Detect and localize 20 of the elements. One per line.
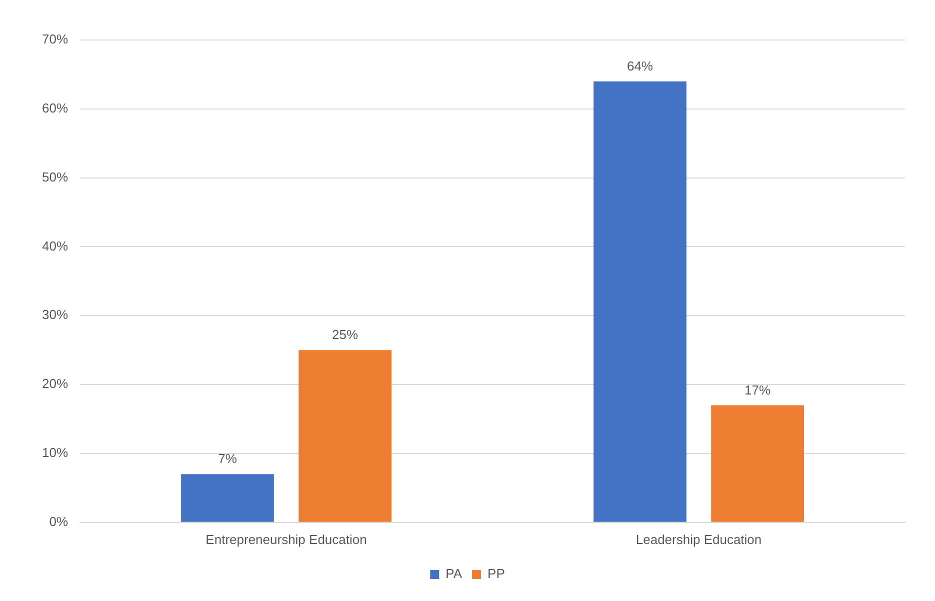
y-tick-label: 60% [42,100,68,116]
bar [298,350,392,522]
y-tick-label: 20% [42,376,68,392]
data-label: 7% [218,451,238,466]
y-tick-label: 40% [42,238,68,254]
bar [594,81,686,522]
y-tick-label: 10% [42,445,68,460]
x-tick-label: Entrepreneurship Education [206,532,367,547]
y-tick-label: 70% [42,32,68,47]
bar [711,405,804,522]
legend-label: PA [446,566,462,582]
y-tick-label: 30% [42,307,68,322]
data-label: 25% [332,327,358,342]
legend-label: PP [488,566,505,582]
bar [181,474,274,522]
data-label: 17% [744,382,771,398]
y-tick-label: 0% [49,514,68,529]
x-tick-label: Leadership Education [636,532,762,547]
y-tick-label: 50% [42,169,68,184]
data-label: 64% [626,58,654,74]
